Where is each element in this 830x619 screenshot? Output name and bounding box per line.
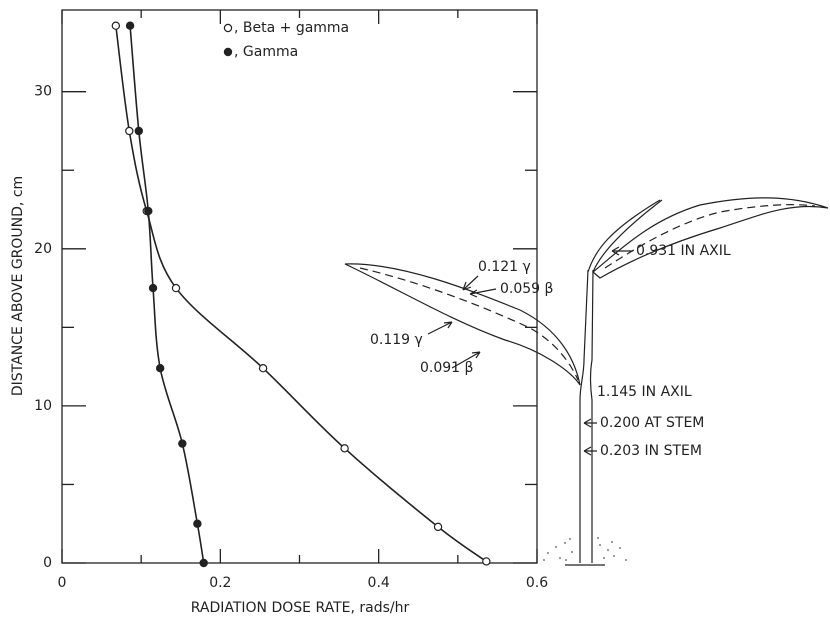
point: [433, 522, 443, 532]
leaf: [344, 263, 581, 386]
curve: [115, 25, 487, 563]
point: [155, 363, 165, 373]
annotation: 0.200 AT STEM: [600, 415, 704, 431]
y-axis-label: DISTANCE ABOVE GROUND, cm: [10, 176, 26, 396]
annotation: 0.091 β: [420, 360, 473, 376]
annotation: 1.145 IN AXIL: [597, 384, 692, 400]
point: [178, 439, 187, 448]
point: [111, 21, 121, 30]
curve: [129, 25, 205, 564]
upper-leaf: [592, 197, 829, 279]
point: [148, 283, 158, 293]
legend-marker: [223, 47, 233, 57]
point: [125, 126, 134, 136]
annotation: 0.059 β: [500, 281, 553, 297]
plot-frame: [61, 9, 538, 564]
point: [134, 126, 143, 136]
annotation: 0.931 IN AXIL: [636, 243, 731, 259]
y-tick-label: 10: [34, 398, 52, 414]
x-axis-label: RADIATION DOSE RATE, rads/hr: [191, 600, 410, 616]
legend-label: , Beta + gamma: [234, 20, 349, 36]
point: [125, 21, 135, 30]
point: [482, 557, 491, 566]
stalk: [587, 199, 663, 273]
arrows: [427, 246, 633, 456]
point: [340, 444, 349, 453]
point: [171, 283, 181, 293]
y-tick-label: 0: [43, 555, 52, 571]
plant: [344, 197, 829, 566]
annotation: 0.203 IN STEM: [600, 443, 702, 459]
y-tick-label: 30: [34, 84, 52, 100]
annotation: 0.121 γ: [478, 259, 531, 275]
upper-vein: [604, 204, 816, 269]
stem: [579, 269, 594, 563]
legend-marker: [223, 23, 233, 33]
soil: [543, 537, 627, 561]
y-tick-label: 20: [34, 241, 52, 257]
point: [193, 519, 202, 528]
x-tick-label: 0: [58, 575, 67, 591]
x-tick-label: 0.6: [526, 575, 548, 591]
point: [144, 206, 153, 216]
leaf-vein: [359, 267, 579, 381]
point: [258, 363, 268, 373]
legend-label: , Gamma: [234, 44, 298, 60]
x-tick-label: 0.4: [368, 575, 390, 591]
x-tick-label: 0.2: [209, 575, 231, 591]
point: [199, 558, 208, 568]
annotation: 0.119 γ: [370, 332, 423, 348]
